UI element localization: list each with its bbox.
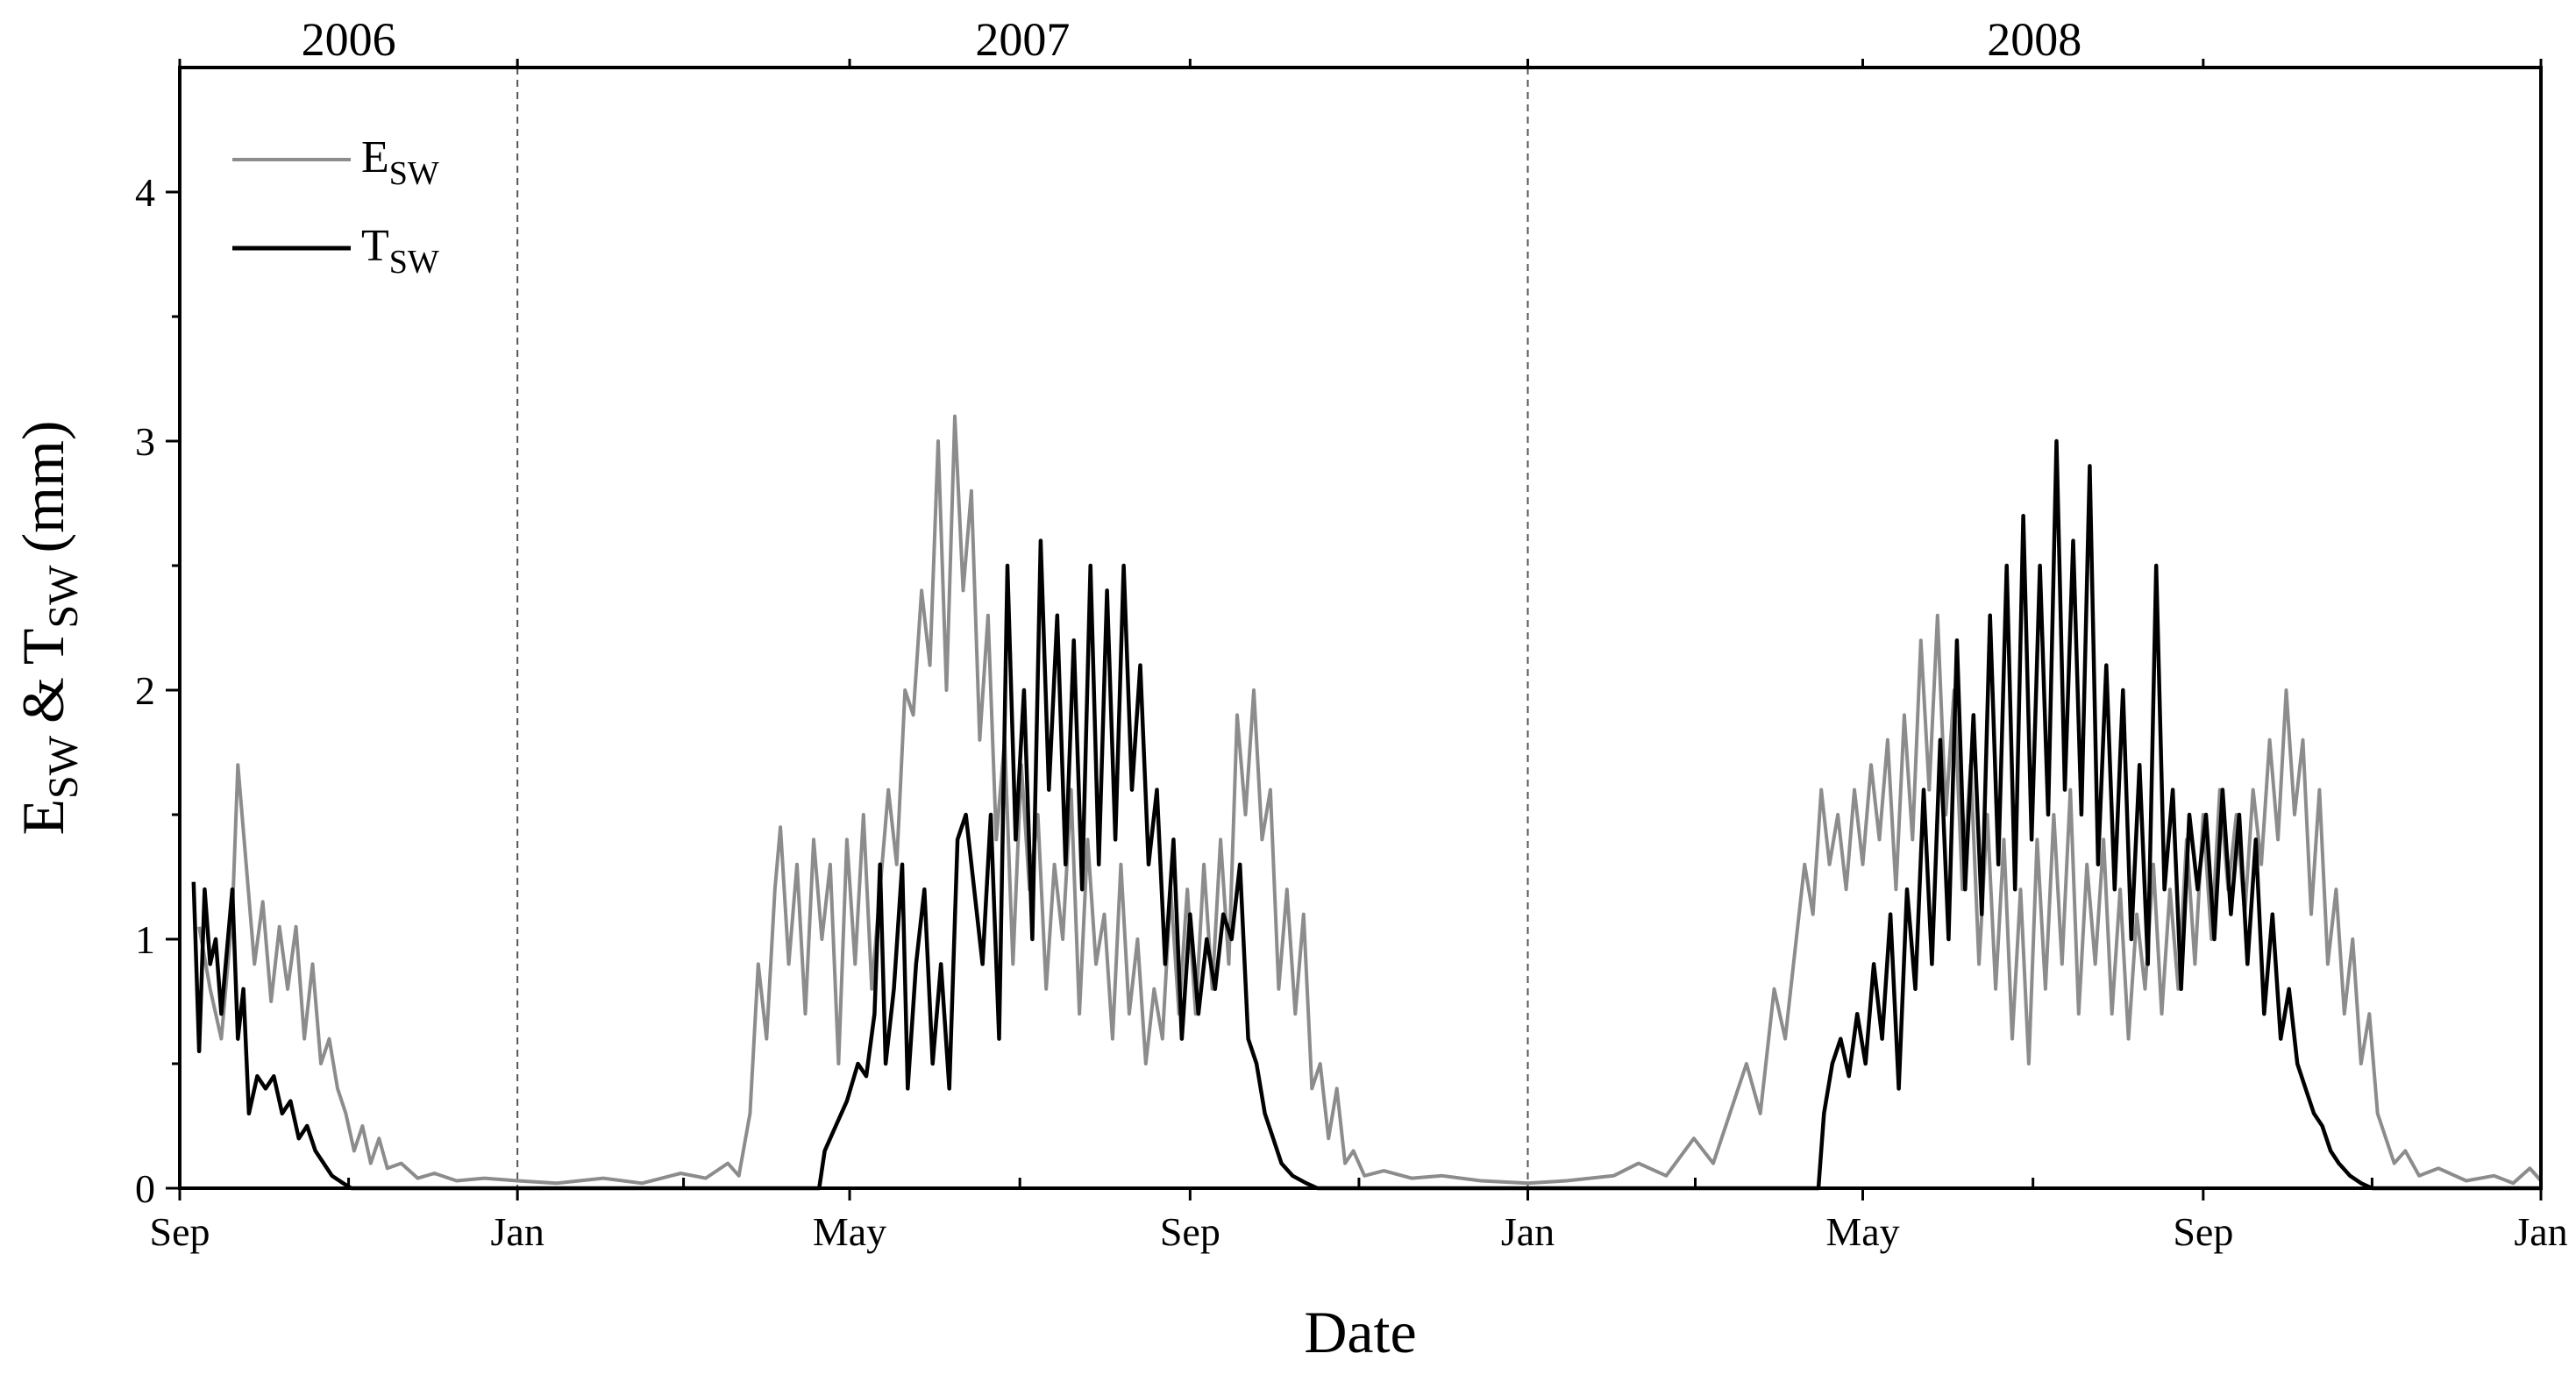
x-axis-title: Date (1304, 1299, 1416, 1365)
series-layer (191, 414, 2543, 1191)
legend-tsw-main: T (361, 221, 389, 271)
series-line-e-sw (197, 414, 2543, 1186)
legend-label-tsw: TSW (361, 221, 439, 281)
x-tick-label-7: Jan (2514, 1209, 2567, 1254)
legend-esw-main: E (361, 132, 389, 182)
year-label-2008: 2008 (1987, 13, 2081, 66)
x-axis: Sep Jan May Sep Jan May Sep Jan (150, 59, 2568, 1254)
x-tick-label-3: Sep (1160, 1209, 1220, 1254)
y-title-t-sub: SW (40, 565, 87, 629)
series-line-t-sw (191, 438, 2541, 1191)
y-tick-label-2: 2 (135, 668, 155, 713)
legend-label-esw: ESW (361, 132, 439, 192)
x-tick-label-2: May (813, 1209, 886, 1254)
x-tick-label-5: May (1825, 1209, 1899, 1254)
year-labels: 2006 2007 2008 (302, 13, 2082, 66)
x-tick-label-0: Sep (150, 1209, 210, 1254)
y-axis: 0 1 2 3 4 (135, 170, 180, 1211)
y-title-e-sub: SW (40, 735, 87, 799)
y-tick-label-3: 3 (135, 419, 155, 464)
legend: ESW TSW (232, 132, 439, 281)
year-label-2006: 2006 (302, 13, 396, 66)
y-title-e: E (10, 799, 76, 836)
y-tick-label-1: 1 (135, 917, 155, 962)
x-tick-label-6: Sep (2173, 1209, 2233, 1254)
x-tick-label-1: Jan (491, 1209, 544, 1254)
year-dividers (516, 68, 1529, 1188)
legend-esw-sub: SW (389, 155, 439, 192)
y-tick-label-0: 0 (135, 1166, 155, 1211)
y-tick-label-4: 4 (135, 170, 155, 215)
y-title-unit: (mm) (10, 420, 76, 552)
legend-tsw-sub: SW (389, 244, 439, 281)
y-title-t: T (10, 629, 76, 666)
y-title-amp: & (10, 677, 76, 723)
plot-frame (178, 66, 2543, 1190)
y-axis-title: ESW&TSW(mm) (10, 420, 87, 835)
year-label-2007: 2007 (975, 13, 1070, 66)
x-tick-label-4: Jan (1501, 1209, 1555, 1254)
